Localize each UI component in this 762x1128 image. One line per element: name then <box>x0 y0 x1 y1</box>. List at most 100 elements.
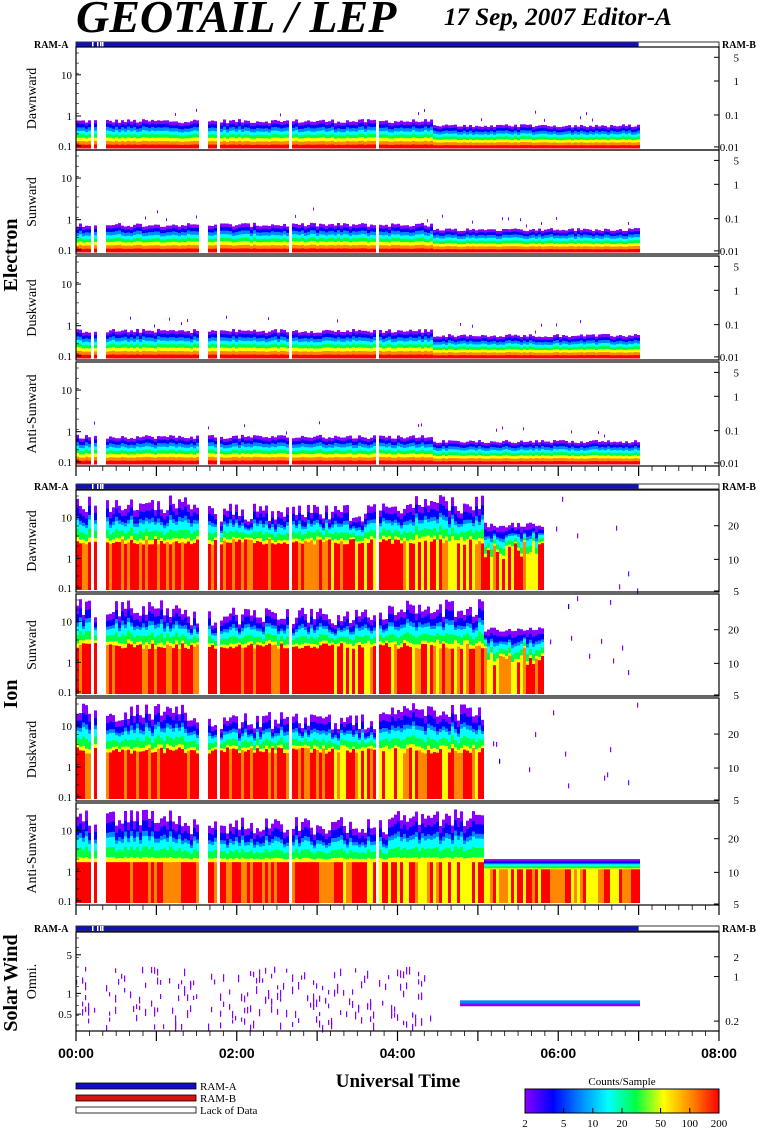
y-tick-label-right: 0.01 <box>720 142 739 154</box>
ram-a-label: RAM-A <box>34 924 69 935</box>
panel-electron-antisunward: 10 1 0.1 5 1 0.1 0.01 Anti-Sunward <box>25 361 740 470</box>
y-tick-label-left: 10 <box>61 173 73 185</box>
panel-frame <box>75 697 720 802</box>
y-tick-label-left: 1 <box>67 657 73 669</box>
panel-label: Sunward <box>25 620 40 670</box>
y-tick-label-left: 0.5 <box>58 1009 72 1021</box>
colorbar: Counts/Sample 2 5 10 20 50 100 200 <box>522 1076 728 1128</box>
y-tick-label-right: 5 <box>734 586 740 598</box>
panel-ion-duskward: 10 1 0.1 20 10 5 Duskward <box>25 697 740 807</box>
y-tick-label-left: 10 <box>61 70 73 82</box>
y-tick-label-left: 0.1 <box>58 792 72 804</box>
y-tick-label-right: 20 <box>728 521 740 533</box>
y-tick-label-left: 0.1 <box>58 457 72 469</box>
y-tick-label-right: 10 <box>728 763 740 775</box>
y-tick-label-left: 5 <box>67 950 73 962</box>
legend-swatch <box>75 1106 197 1114</box>
y-tick-label-left: 0.1 <box>58 351 72 363</box>
y-tick-label-left: 1 <box>67 321 73 333</box>
y-tick-label-left: 0.1 <box>58 687 72 699</box>
y-tick-label-right: 0.1 <box>725 426 739 438</box>
y-tick-label-right: 1 <box>734 285 740 297</box>
y-tick-label-left: 0.1 <box>58 245 72 257</box>
y-tick-label-right: 0.1 <box>725 320 739 332</box>
panel-label: Anti-Sunward <box>25 814 40 893</box>
y-tick-label-right: 1 <box>734 972 740 984</box>
panel-label: Duskward <box>25 279 40 337</box>
y-tick-label-right: 5 <box>734 899 740 911</box>
panel-ion-antisunward: 10 1 0.1 20 10 5 Anti-Sunward <box>25 802 740 911</box>
y-tick-label-right: 0.01 <box>720 352 739 364</box>
y-tick-label-left: 10 <box>61 617 73 629</box>
panel-label: Duskward <box>25 721 40 779</box>
ram-a-label: RAM-A <box>34 40 69 51</box>
panel-label: Anti-Sunward <box>25 374 40 453</box>
y-tick-label-right: 5 <box>734 155 740 167</box>
colorbar-tick-label: 10 <box>587 1118 599 1128</box>
y-tick-label-left: 10 <box>61 513 73 525</box>
y-tick-label-left: 10 <box>61 385 73 397</box>
ram-b-label: RAM-B <box>722 482 756 493</box>
panel-label: Dawnward <box>25 510 40 571</box>
y-tick-label-right: 5 <box>734 52 740 64</box>
panel-electron-duskward: 10 1 0.1 5 1 0.1 0.01 Duskward <box>25 255 740 364</box>
y-tick-label-right: 20 <box>728 729 740 741</box>
y-tick-label-right: 10 <box>728 658 740 670</box>
panel-frame <box>75 255 720 361</box>
legend-label: Lack of Data <box>200 1105 258 1117</box>
y-tick-label-left: 10 <box>61 279 73 291</box>
y-tick-label-right: 0.1 <box>725 214 739 226</box>
y-tick-label-right: 10 <box>728 554 740 566</box>
colorbar-tick-label: 2 <box>522 1118 528 1128</box>
ram-b-label: RAM-B <box>722 924 756 935</box>
y-tick-label-right: 0.2 <box>725 1016 739 1028</box>
y-tick-label-left: 0.1 <box>58 583 72 595</box>
time-axis: 00:00 02:00 04:00 06:00 08:00 <box>58 1031 737 1061</box>
y-tick-label-right: 5 <box>734 367 740 379</box>
panel-ion-sunward: 10 1 0.1 20 10 5 Sunward <box>25 593 740 702</box>
ram-a-bar <box>76 926 639 931</box>
panel-frame <box>75 149 720 255</box>
y-tick-label-right: 2 <box>734 952 740 964</box>
y-tick-label-left: 1 <box>67 762 73 774</box>
y-tick-label-left: 1 <box>67 427 73 439</box>
y-tick-label-right: 0.01 <box>720 458 739 470</box>
panel-frame <box>75 489 720 593</box>
legend-label: RAM-B <box>200 1093 236 1105</box>
x-tick-label: 02:00 <box>219 1045 255 1061</box>
y-tick-label-right: 1 <box>734 391 740 403</box>
panel-ion-dawnward: 10 1 0.1 20 10 5 Dawnward <box>25 489 740 598</box>
y-tick-label-left: 10 <box>61 721 73 733</box>
y-tick-label-right: 1 <box>734 179 740 191</box>
y-tick-label-right: 5 <box>734 690 740 702</box>
ram-a-bar <box>76 42 639 47</box>
group-label: Ion <box>0 680 22 709</box>
y-tick-label-right: 20 <box>728 625 740 637</box>
colorbar-tick-label: 100 <box>682 1118 699 1128</box>
y-tick-label-left: 1 <box>67 553 73 565</box>
colorbar-title: Counts/Sample <box>588 1076 655 1088</box>
y-tick-label-right: 1 <box>734 76 740 88</box>
legend-label: RAM-A <box>200 1081 237 1093</box>
y-tick-label-right: 0.01 <box>720 246 739 258</box>
chart-title: GEOTAIL / LEP <box>76 0 397 42</box>
panel-solar-wind-omni: 5 1 0.5 2 1 0.2 Omni. <box>25 931 740 1033</box>
y-tick-label-left: 10 <box>61 826 73 838</box>
ram-a-label: RAM-A <box>34 482 69 493</box>
legend-swatch <box>75 1094 197 1102</box>
y-tick-label-right: 10 <box>728 867 740 879</box>
colorbar-tick-label: 20 <box>617 1118 629 1128</box>
panel-label: Omni. <box>25 964 40 999</box>
x-tick-label: 00:00 <box>58 1045 94 1061</box>
ram-a-bar <box>76 484 639 489</box>
legend-swatch <box>75 1082 197 1090</box>
x-tick-label: 06:00 <box>540 1045 576 1061</box>
x-tick-label: 08:00 <box>701 1045 737 1061</box>
y-tick-label-right: 5 <box>734 795 740 807</box>
x-axis-label: Universal Time <box>336 1071 460 1092</box>
y-tick-label-left: 1 <box>67 988 73 1000</box>
colorbar-tick-label: 50 <box>655 1118 667 1128</box>
y-tick-label-right: 20 <box>728 834 740 846</box>
